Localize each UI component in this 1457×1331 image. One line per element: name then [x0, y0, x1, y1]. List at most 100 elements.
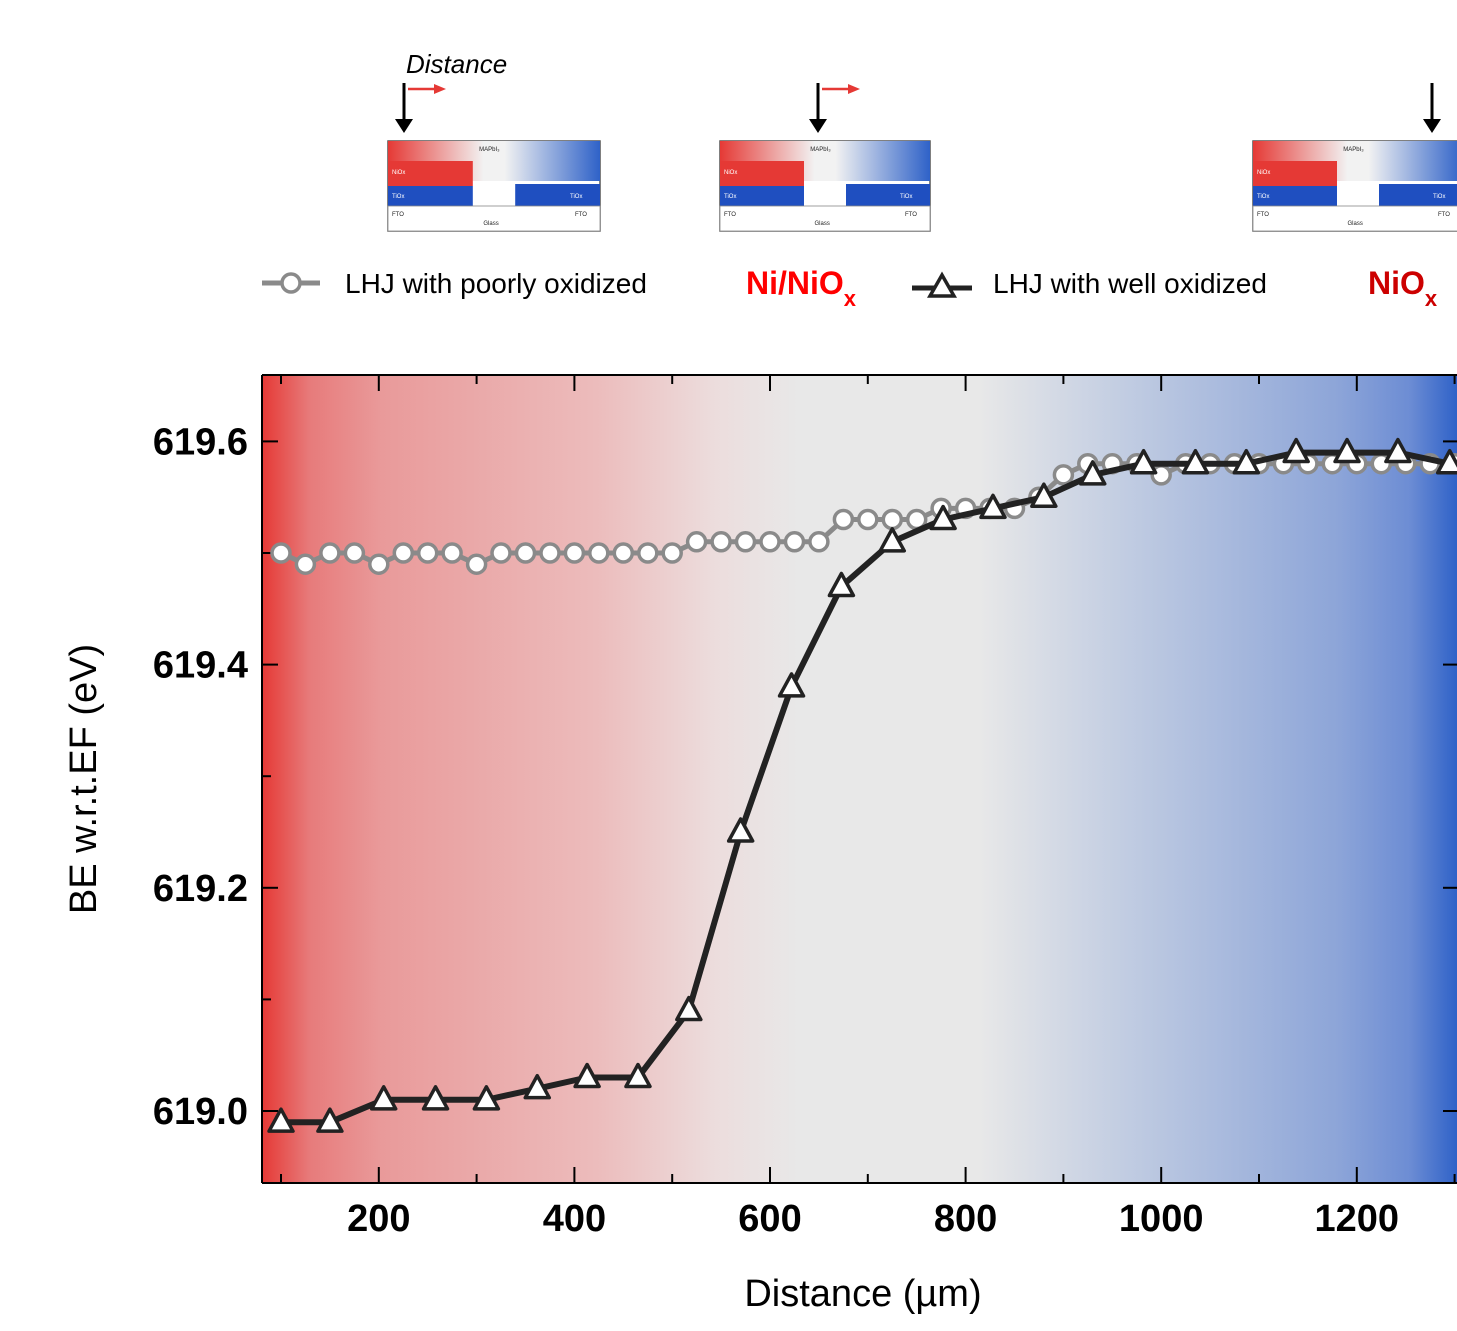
series-poorly-oxidized-point	[416, 542, 439, 564]
series-poorly-oxidized-point	[857, 508, 879, 531]
series-poorly-oxidized-point	[514, 542, 537, 564]
label-glass: Glass	[815, 221, 830, 227]
series-poorly-oxidized-point	[783, 531, 806, 553]
series-poorly-oxidized-point	[759, 531, 781, 553]
series-well-oxidized-point	[1078, 460, 1107, 486]
series-well-oxidized-point	[369, 1085, 398, 1111]
label-perovskite: MAPbI₃	[810, 147, 831, 153]
label-fto-left: FTO	[1257, 212, 1269, 218]
series-well-oxidized-point	[827, 571, 856, 598]
label-tio-right: TiOx	[570, 194, 582, 200]
series-well-oxidized-point	[929, 504, 957, 531]
legend-series2-material: NiOx	[1368, 265, 1438, 311]
label-nio: NiOx	[724, 170, 737, 176]
label-tio-left: TiOx	[392, 194, 404, 200]
distance-label: Distance	[406, 49, 507, 79]
series-poorly-oxidized-point	[539, 542, 561, 564]
legend-series1-text: LHJ with poorly oxidized	[345, 268, 647, 299]
label-perovskite: MAPbI₃	[1343, 147, 1364, 153]
series-well-oxidized-point	[472, 1085, 501, 1111]
series-poorly-oxidized-point	[441, 542, 463, 564]
down-arrow-icon	[1423, 119, 1441, 133]
series-well-oxidized-point	[1030, 482, 1058, 508]
series-well-oxidized-point	[979, 493, 1007, 520]
series-well-oxidized-point	[624, 1062, 652, 1089]
series-poorly-oxidized-point	[588, 542, 610, 564]
series-well-oxidized-point	[878, 527, 906, 553]
legend-series2-text: LHJ with well oxidized	[993, 268, 1267, 299]
nio-layer	[720, 161, 804, 186]
fto-glass-layer	[387, 205, 601, 232]
legend-series2-material-main: NiO	[1368, 265, 1425, 301]
series-poorly-oxidized-point	[661, 542, 683, 564]
right-arrow-icon	[434, 84, 446, 94]
schematic-panel-1: MAPbI₃ NiOx TiOx TiOx FTO Glass FTO	[387, 83, 601, 232]
x-tick-label: 1200	[1315, 1198, 1400, 1240]
fto-glass-layer	[1252, 205, 1457, 232]
plot-background-gradient	[262, 375, 1457, 1183]
legend: LHJ with poorly oxidized Ni/NiOx LHJ wit…	[262, 265, 1438, 311]
legend-series1-material: Ni/NiOx	[746, 265, 857, 311]
series-poorly-oxidized-point	[637, 542, 659, 564]
x-tick-label: 200	[347, 1198, 410, 1240]
y-tick-label: 619.2	[153, 868, 248, 910]
series-poorly-oxidized-point	[881, 508, 904, 531]
nio-layer	[388, 161, 473, 186]
label-fto-right: FTO	[905, 212, 917, 218]
series-poorly-oxidized-point	[490, 542, 512, 564]
down-arrow-icon	[809, 119, 827, 133]
label-glass: Glass	[1348, 221, 1363, 227]
label-tio-right: TiOx	[900, 194, 912, 200]
series-well-oxidized-point	[726, 817, 755, 843]
label-fto-left: FTO	[392, 212, 404, 218]
fto-glass-layer	[719, 205, 931, 232]
x-axis-title: Distance (µm)	[744, 1273, 981, 1315]
series-well-oxidized-point	[573, 1062, 601, 1089]
series-well-oxidized-point	[1435, 448, 1457, 475]
series-poorly-oxidized-point	[612, 542, 635, 564]
down-arrow-icon	[395, 119, 413, 133]
series-poorly-oxidized-point	[710, 531, 732, 553]
label-fto-right: FTO	[575, 212, 587, 218]
series-poorly-oxidized-point	[319, 542, 341, 564]
tio-layer-left	[388, 186, 473, 206]
y-axis-title: BE w.r.t.EF (eV)	[63, 644, 105, 914]
label-tio-left: TiOx	[1257, 194, 1269, 200]
label-tio-right: TiOx	[1433, 194, 1445, 200]
legend-series1-material-main: Ni/NiO	[746, 265, 844, 301]
series-well-oxidized-point	[316, 1107, 344, 1133]
series-poorly-oxidized-point	[1052, 464, 1075, 486]
label-fto-right: FTO	[1438, 212, 1450, 218]
label-fto-left: FTO	[724, 212, 736, 218]
x-tick-label: 1000	[1119, 1198, 1204, 1240]
series-well-oxidized-point	[777, 672, 806, 698]
series-well-oxidized-point	[1232, 448, 1261, 475]
data-series	[267, 437, 1457, 1133]
series-poorly-oxidized-point	[392, 542, 415, 564]
series-well-oxidized-point	[1129, 448, 1158, 475]
legend-series2-subscript: x	[1425, 286, 1438, 311]
tio-layer-right	[846, 184, 930, 206]
series-poorly-oxidized-point	[808, 531, 830, 553]
series-well-oxidized-point	[421, 1085, 450, 1111]
series-well-oxidized-point	[1333, 437, 1361, 464]
series-poorly-oxidized-point	[294, 553, 317, 575]
y-tick-label: 619.0	[153, 1091, 248, 1133]
series-poorly-oxidized-point	[734, 531, 757, 553]
label-perovskite: MAPbI₃	[479, 147, 500, 153]
x-tick-label: 800	[934, 1198, 997, 1240]
label-glass: Glass	[483, 221, 498, 227]
series-well-oxidized-point	[1384, 437, 1412, 464]
legend-triangle-marker-icon	[926, 271, 958, 298]
series-well-oxidized-point	[675, 995, 703, 1022]
plot-area: 200 400 600 800 1000 1200 619.0 619.2 619.4 619.6	[153, 374, 1457, 1240]
series-poorly-oxidized-point	[465, 553, 488, 575]
series-poorly-oxidized-point	[270, 542, 292, 564]
x-tick-label: 600	[738, 1198, 801, 1240]
label-nio: NiOx	[392, 170, 405, 176]
y-tick-label: 619.4	[153, 645, 248, 687]
tick-labels: 200 400 600 800 1000 1200 619.0 619.2 619.4 619.6	[153, 421, 1399, 1240]
series-well-oxidized-point	[1282, 437, 1310, 464]
tio-layer-left	[1253, 186, 1337, 206]
